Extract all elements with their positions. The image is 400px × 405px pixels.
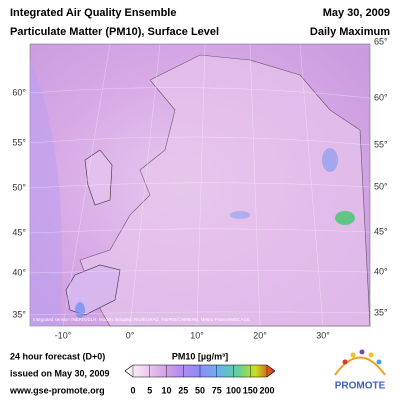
- lat-label: 40°: [374, 266, 388, 276]
- subtitle: Particulate Matter (PM10), Surface Level: [10, 26, 219, 38]
- lat-label: 55°: [374, 139, 388, 149]
- statistic: Daily Maximum: [310, 26, 390, 38]
- colorbar-tick-label: 5: [147, 385, 152, 395]
- lat-label: 45°: [12, 227, 26, 237]
- colorbar-tick-label: 150: [243, 385, 258, 395]
- colorbar-tick-label: 50: [195, 385, 205, 395]
- lon-label: 20°: [253, 330, 267, 340]
- lat-label: 55°: [12, 137, 26, 147]
- lat-label: 35°: [374, 307, 388, 317]
- lat-label: 60°: [374, 92, 388, 102]
- lat-label: 40°: [12, 267, 26, 277]
- logo: PROMOTE: [334, 349, 386, 392]
- date: May 30, 2009: [323, 7, 390, 19]
- lon-label: 0°: [126, 330, 135, 340]
- lat-label: 50°: [374, 181, 388, 191]
- colorbar-tick-label: 25: [178, 385, 188, 395]
- issued: issued on May 30, 2009: [10, 368, 110, 378]
- lon-label: 30°: [316, 330, 330, 340]
- lat-label: 45°: [374, 226, 388, 236]
- url: www.gse-promote.org: [9, 385, 105, 395]
- colorbar-title: PM10 [µg/m³]: [172, 351, 228, 361]
- lat-label: 50°: [12, 182, 26, 192]
- colorbar-tick-label: 10: [161, 385, 171, 395]
- colorbar-tick-label: 100: [226, 385, 241, 395]
- lon-label: -10°: [55, 330, 72, 340]
- lat-label: 35°: [12, 309, 26, 319]
- credits: Integrated service: INERIS/DLR. Models i…: [33, 317, 250, 322]
- forecast: 24 hour forecast (D+0): [10, 351, 105, 361]
- colorbar-tick-label: 200: [259, 385, 274, 395]
- lat-label: 60°: [12, 87, 26, 97]
- colorbar-tick-label: 0: [130, 385, 135, 395]
- logo-text: PROMOTE: [335, 381, 386, 392]
- lat-label: 65°: [374, 36, 388, 46]
- title: Integrated Air Quality Ensemble: [10, 7, 176, 19]
- colorbar-tick-label: 75: [212, 385, 222, 395]
- colorbar: PM10 [µg/m³] 0 5 10 25 50 75 100 150 200: [124, 351, 276, 395]
- map: Integrated service: INERIS/DLR. Models i…: [29, 43, 371, 327]
- lon-label: 10°: [190, 330, 204, 340]
